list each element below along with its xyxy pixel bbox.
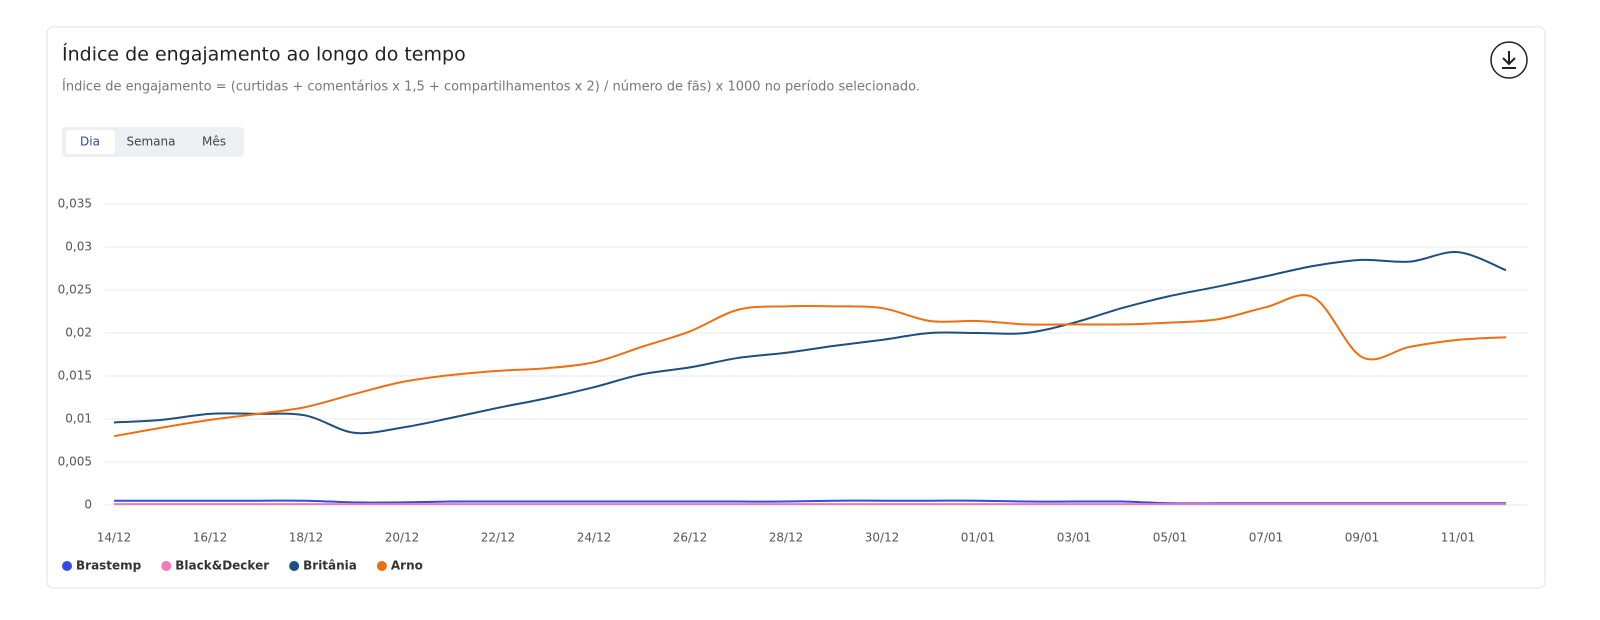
legend-marker: [161, 561, 172, 571]
tab[interactable]: Semana: [126, 135, 175, 149]
x-tick-label: 20/12: [385, 531, 420, 545]
chart-subtitle: Índice de engajamento = (curtidas + come…: [62, 79, 920, 95]
x-tick-label: 11/01: [1441, 531, 1476, 545]
x-tick-label: 07/01: [1249, 531, 1284, 545]
series-line: [113, 294, 1507, 438]
legend-label: Arno: [391, 559, 423, 573]
x-tick-label: 16/12: [193, 531, 228, 545]
y-tick-label: 0,015: [58, 369, 92, 383]
y-tick-label: 0,02: [65, 326, 92, 340]
card: [46, 26, 1546, 589]
x-tick-label: 14/12: [97, 531, 132, 545]
y-tick-label: 0: [84, 498, 92, 512]
x-tick-label: 30/12: [865, 531, 900, 545]
chart-title: Índice de engajamento ao longo do tempo: [62, 43, 466, 66]
y-tick-label: 0,01: [65, 412, 92, 426]
legend-marker: [62, 561, 72, 571]
tab-active[interactable]: [66, 130, 115, 154]
x-tick-label: 09/01: [1345, 531, 1380, 545]
x-tick-label: 22/12: [481, 531, 516, 545]
y-tick-label: 0,03: [65, 240, 92, 254]
y-tick-label: 0,025: [58, 283, 92, 297]
legend-label: Black&Decker: [175, 559, 269, 573]
tab[interactable]: Dia: [80, 135, 100, 149]
download-button[interactable]: [1490, 41, 1528, 79]
x-tick-label: 18/12: [289, 531, 324, 545]
x-tick-label: 28/12: [769, 531, 804, 545]
y-tick-label: 0,035: [58, 197, 92, 211]
x-tick-label: 05/01: [1153, 531, 1188, 545]
x-tick-label: 26/12: [673, 531, 708, 545]
y-tick-label: 0,005: [58, 455, 92, 469]
x-tick-label: 03/01: [1057, 531, 1092, 545]
download-icon[interactable]: [1502, 51, 1516, 69]
tab[interactable]: Mês: [202, 135, 226, 149]
x-tick-label: 01/01: [961, 531, 996, 545]
series-line: [113, 251, 1507, 435]
legend-label: Brastemp: [76, 559, 142, 573]
legend-marker: [289, 561, 300, 571]
legend-label: Britânia: [303, 559, 357, 573]
x-tick-label: 24/12: [577, 531, 612, 545]
legend-marker: [376, 561, 387, 571]
